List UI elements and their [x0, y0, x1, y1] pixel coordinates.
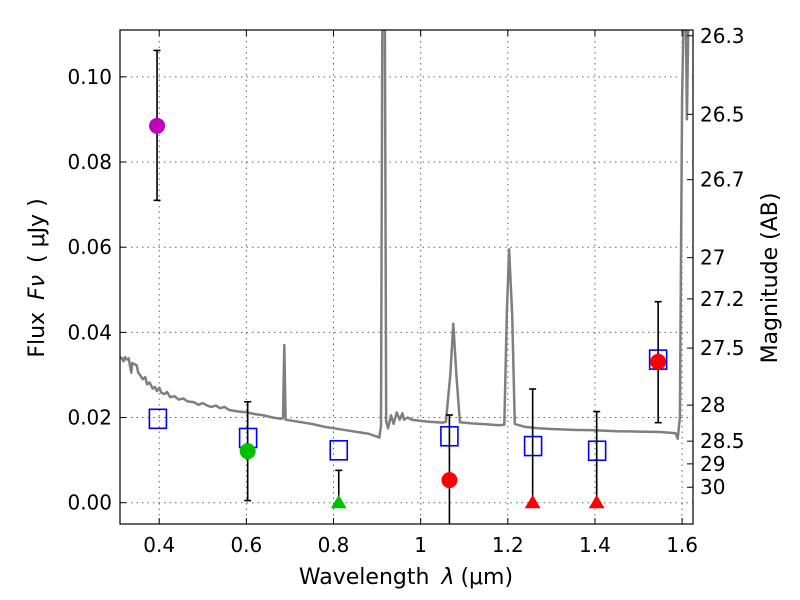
y-tick-label: 0.02 — [67, 406, 112, 430]
mag-tick-label: 29 — [700, 452, 725, 476]
x-tick-label: 1.4 — [579, 533, 611, 557]
plot-frame — [119, 29, 694, 525]
observed-flux-point — [650, 353, 667, 370]
mag-tick-label: 27.2 — [700, 287, 745, 311]
y-tick-label: 0.06 — [67, 235, 112, 259]
upper-limit-triangle — [330, 494, 347, 509]
x-tick-label: 1 — [414, 533, 427, 557]
x-tick-label: 1.6 — [666, 533, 698, 557]
model-layer — [148, 349, 668, 462]
mag-tick-label: 26.7 — [700, 168, 745, 192]
x-tick-label: 1.2 — [492, 533, 524, 557]
upper-limit-triangle — [588, 494, 605, 509]
y-tick-label: 0.10 — [67, 65, 112, 89]
grid-layer — [120, 30, 693, 524]
model-flux-square — [329, 440, 349, 461]
x-tick-label: 0.6 — [230, 533, 262, 557]
sed-template-line — [120, 30, 690, 441]
mag-tick-label: 30 — [700, 475, 725, 499]
observed-flux-point — [239, 443, 256, 460]
y-axis-title: FluxFν( μJy ) — [25, 198, 50, 357]
observed-layer — [149, 49, 667, 524]
model-flux-square — [148, 408, 168, 430]
upper-limit-triangle — [524, 494, 541, 509]
mag-tick-label: 27.5 — [700, 336, 745, 360]
observed-flux-point — [441, 472, 458, 489]
x-axis-title: Wavelength λ (μm) — [299, 565, 513, 590]
y-tick-label: 0.00 — [67, 491, 112, 515]
mag-tick-label: 27 — [700, 246, 725, 270]
y-tick-label: 0.08 — [67, 150, 112, 174]
mag-tick-label: 26.5 — [700, 102, 745, 126]
mag-tick-label: 26.3 — [700, 24, 745, 48]
tick-layer: 0.4 0.6 0.8 1 1.2 1.4 1.6 0.00 0.02 0.04 0.06 0.08 0… — [67, 24, 744, 557]
x-tick-label: 0.8 — [318, 533, 350, 557]
mag-tick-label: 28 — [700, 393, 725, 417]
y2-axis-title: Magnitude (AB) — [758, 193, 783, 364]
x-tick-label: 0.4 — [143, 533, 175, 557]
curve-layer — [120, 30, 690, 441]
observed-flux-point — [149, 117, 166, 134]
y-tick-label: 0.04 — [67, 320, 112, 344]
mag-tick-label: 28.5 — [700, 429, 745, 453]
